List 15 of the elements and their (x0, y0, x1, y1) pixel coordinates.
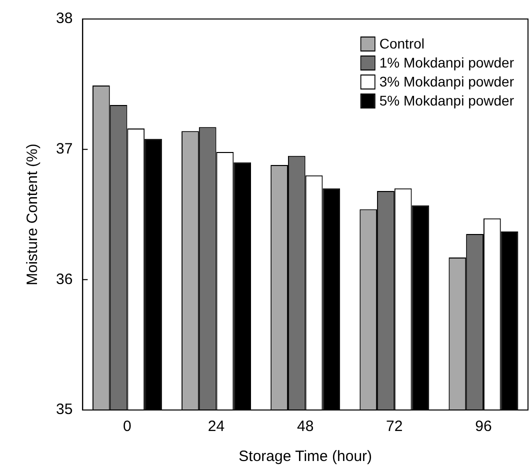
legend-label: 5% Mokdanpi powder (379, 92, 514, 108)
x-tick-label: 48 (297, 418, 314, 436)
x-tick-label: 24 (208, 418, 225, 436)
x-axis-title: Storage Time (hour) (238, 448, 372, 466)
x-tick-label: 96 (475, 418, 492, 436)
y-tick-label: 37 (56, 140, 73, 158)
y-tick-label: 36 (56, 270, 73, 288)
y-tick-label: 38 (56, 10, 73, 28)
x-tick-label: 0 (123, 418, 132, 436)
x-tick-label: 72 (386, 418, 403, 436)
y-tick-label: 35 (56, 401, 73, 418)
legend-label: 3% Mokdanpi powder (379, 73, 514, 90)
legend-label: 1% Mokdanpi powder (379, 54, 514, 70)
y-axis-title: Moisture Content (%) (24, 144, 42, 286)
legend-label: Control (379, 35, 425, 52)
